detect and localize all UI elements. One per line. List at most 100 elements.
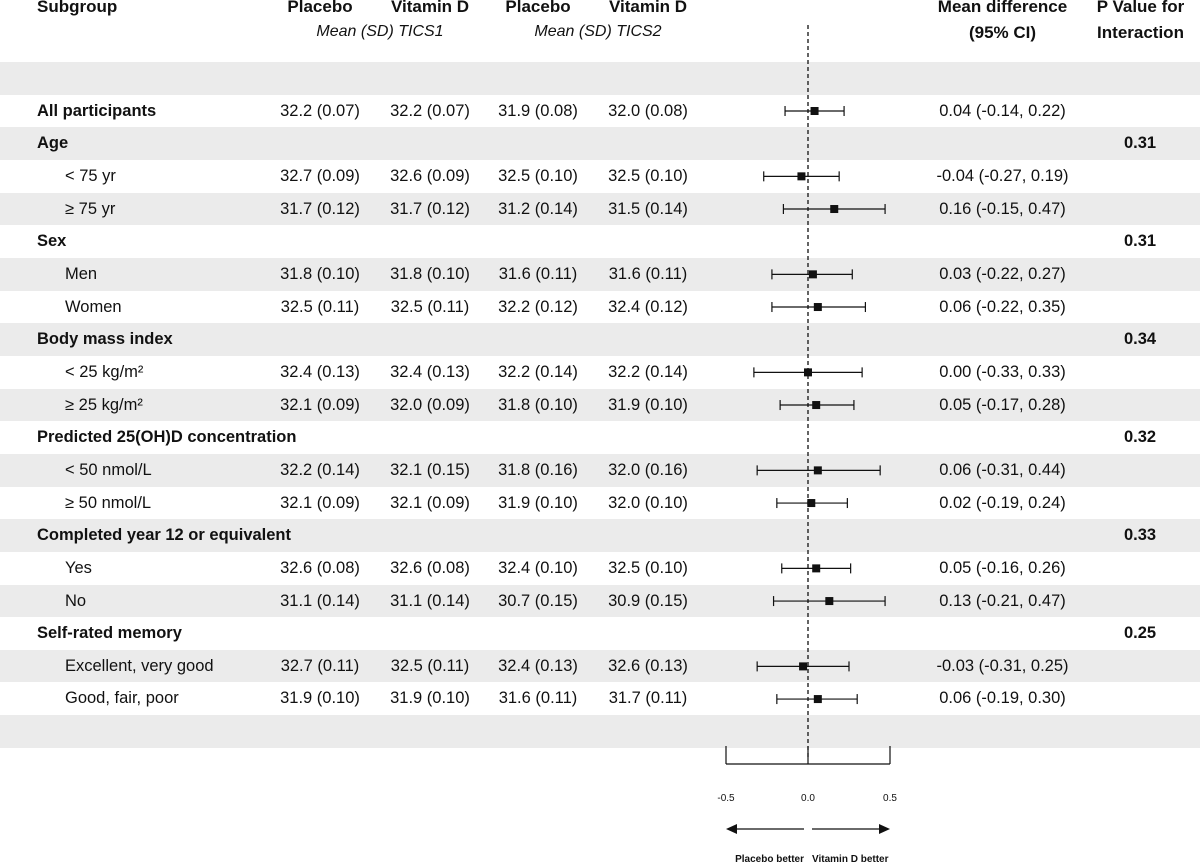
mean-difference-cell: 0.13 (-0.21, 0.47): [939, 591, 1066, 610]
placebo-tics1-cell: 31.9 (0.10): [280, 689, 360, 708]
interaction-p-value: 0.32: [1123, 428, 1157, 447]
subgroup-label: Men: [65, 264, 98, 283]
header-vitd-tics1: Vitamin D: [390, 0, 470, 16]
x-tick-label: 0.5: [883, 793, 897, 804]
placebo-tics1-cell: 32.7 (0.11): [280, 656, 360, 675]
header-subgroup: Subgroup: [37, 0, 118, 16]
blank-row: [0, 715, 1200, 748]
placebo-tics2-cell: 31.9 (0.10): [498, 493, 578, 512]
vitd-tics1-cell: 31.8 (0.10): [390, 264, 470, 283]
vitd-tics2-cell: 32.5 (0.10): [608, 558, 688, 577]
interaction-p-value: 0.31: [1123, 232, 1157, 251]
placebo-tics2-cell: 31.9 (0.08): [498, 101, 578, 120]
vitd-better-label: Vitamin D better: [812, 854, 889, 865]
placebo-tics2-cell: 31.6 (0.11): [498, 264, 578, 283]
placebo-tics2-cell: 31.6 (0.11): [498, 689, 578, 708]
placebo-tics2-cell: 31.8 (0.10): [498, 395, 578, 414]
placebo-tics2-cell: 32.4 (0.13): [498, 656, 578, 675]
header-interaction: Interaction: [1097, 23, 1184, 42]
subgroup-label: All participants: [37, 101, 157, 120]
vitd-tics2-cell: 30.9 (0.15): [608, 591, 688, 610]
header-placebo-tics2: Placebo: [505, 0, 571, 16]
mean-difference-cell: 0.06 (-0.31, 0.44): [939, 460, 1066, 479]
placebo-tics1-cell: 31.7 (0.12): [280, 199, 360, 218]
group-label: Sex: [37, 232, 67, 251]
header-vitd-tics2: Vitamin D: [608, 0, 688, 16]
vitd-tics2-cell: 32.4 (0.12): [608, 297, 688, 316]
vitd-tics2-cell: 32.0 (0.10): [608, 493, 688, 512]
blank-row: [0, 62, 1200, 95]
group-label: Self-rated memory: [37, 624, 182, 643]
table-row: ≥ 50 nmol/L 32.1 (0.09) 32.1 (0.09) 31.9 (0…: [0, 487, 1200, 520]
vitd-tics2-cell: 31.6 (0.11): [608, 264, 688, 283]
table-row: < 50 nmol/L 32.2 (0.14) 32.1 (0.15) 31.8 (0…: [0, 453, 1200, 487]
vitd-tics2-cell: 31.9 (0.10): [608, 395, 688, 414]
placebo-tics2-cell: 32.5 (0.10): [498, 166, 578, 185]
vitd-tics1-cell: 32.4 (0.13): [390, 362, 470, 381]
group-label: Predicted 25(OH)D concentration: [37, 428, 297, 447]
mean-difference-cell: 0.05 (-0.16, 0.26): [939, 558, 1066, 577]
placebo-tics1-cell: 32.7 (0.09): [280, 166, 360, 185]
header-pvalue: P Value for: [1096, 0, 1185, 16]
vitd-tics1-cell: 32.1 (0.15): [390, 460, 470, 479]
placebo-tics1-cell: 31.8 (0.10): [280, 264, 360, 283]
mean-difference-cell: -0.03 (-0.31, 0.25): [936, 656, 1069, 675]
placebo-tics1-cell: 32.6 (0.08): [280, 558, 360, 577]
placebo-tics2-cell: 31.2 (0.14): [498, 199, 578, 218]
subgroup-label: ≥ 25 kg/m²: [65, 395, 143, 414]
table-row: Men 31.8 (0.10) 31.8 (0.10) 31.6 (0.11) 31.6…: [0, 257, 1200, 291]
placebo-tics1-cell: 32.1 (0.09): [280, 395, 360, 414]
header-placebo-tics1: Placebo: [287, 0, 353, 16]
group-header-row: Self-rated memory 0.25: [0, 617, 1200, 650]
vitd-tics1-cell: 31.7 (0.12): [390, 199, 470, 218]
vitd-tics1-cell: 31.1 (0.14): [390, 591, 470, 610]
vitd-tics2-cell: 32.0 (0.08): [608, 101, 688, 120]
table-row: < 75 yr 32.7 (0.09) 32.6 (0.09) 32.5 (0.10)…: [0, 160, 1200, 193]
subgroup-table: All participants 32.2 (0.07) 32.2 (0.07) 31…: [0, 62, 1200, 748]
subgroup-label: ≥ 75 yr: [65, 199, 116, 218]
mean-difference-cell: 0.02 (-0.19, 0.24): [939, 493, 1066, 512]
subheader-tics1: Mean (SD) TICS1: [316, 23, 444, 40]
x-tick-label: 0.0: [801, 793, 815, 804]
group-label: Age: [37, 134, 69, 153]
subgroup-label: Yes: [65, 558, 92, 577]
header-ci: (95% CI): [968, 23, 1037, 42]
vitd-tics1-cell: 32.2 (0.07): [390, 101, 470, 120]
table-row: No 31.1 (0.14) 31.1 (0.14) 30.7 (0.15) 30.9 …: [0, 584, 1200, 618]
placebo-tics2-cell: 30.7 (0.15): [498, 591, 578, 610]
placebo-tics1-cell: 32.2 (0.14): [280, 460, 360, 479]
group-label: Body mass index: [37, 330, 173, 349]
group-header-row: Body mass index 0.34: [0, 323, 1200, 356]
vitd-tics2-cell: 31.7 (0.11): [608, 689, 688, 708]
table-row: Yes 32.6 (0.08) 32.6 (0.08) 32.4 (0.10) 32.5…: [0, 552, 1200, 585]
vitd-tics1-cell: 31.9 (0.10): [390, 689, 470, 708]
subgroup-label: ≥ 50 nmol/L: [65, 493, 152, 512]
group-header-row: Predicted 25(OH)D concentration 0.32: [0, 421, 1200, 454]
interaction-p-value: 0.25: [1123, 624, 1157, 643]
placebo-tics1-cell: 31.1 (0.14): [280, 591, 360, 610]
subgroup-label: < 50 nmol/L: [65, 460, 152, 479]
subheader-tics2: Mean (SD) TICS2: [534, 23, 662, 40]
x-tick-label: -0.5: [717, 793, 735, 804]
placebo-better-label: Placebo better: [735, 854, 804, 865]
placebo-tics2-cell: 32.2 (0.12): [498, 297, 578, 316]
placebo-tics1-cell: 32.4 (0.13): [280, 362, 360, 381]
vitd-tics2-cell: 32.0 (0.16): [608, 460, 688, 479]
vitd-tics1-cell: 32.0 (0.09): [390, 395, 470, 414]
placebo-tics2-cell: 32.2 (0.14): [498, 362, 578, 381]
subgroup-label: Women: [65, 297, 122, 316]
vitd-tics1-cell: 32.6 (0.08): [390, 558, 470, 577]
vitd-tics2-cell: 32.5 (0.10): [608, 166, 688, 185]
vitd-tics1-cell: 32.1 (0.09): [390, 493, 470, 512]
vitd-tics2-cell: 32.2 (0.14): [608, 362, 688, 381]
mean-difference-cell: 0.04 (-0.14, 0.22): [939, 101, 1066, 120]
vitd-tics1-cell: 32.5 (0.11): [390, 297, 470, 316]
vitd-tics2-cell: 31.5 (0.14): [608, 199, 688, 218]
table-row: Women 32.5 (0.11) 32.5 (0.11) 32.2 (0.12) 32…: [0, 291, 1200, 324]
placebo-arrow-head: [726, 824, 737, 834]
mean-difference-cell: 0.06 (-0.22, 0.35): [939, 297, 1066, 316]
vitd-tics1-cell: 32.6 (0.09): [390, 166, 470, 185]
subgroup-label: Good, fair, poor: [65, 689, 179, 708]
placebo-tics2-cell: 31.8 (0.16): [498, 460, 578, 479]
group-label: Completed year 12 or equivalent: [37, 526, 292, 545]
